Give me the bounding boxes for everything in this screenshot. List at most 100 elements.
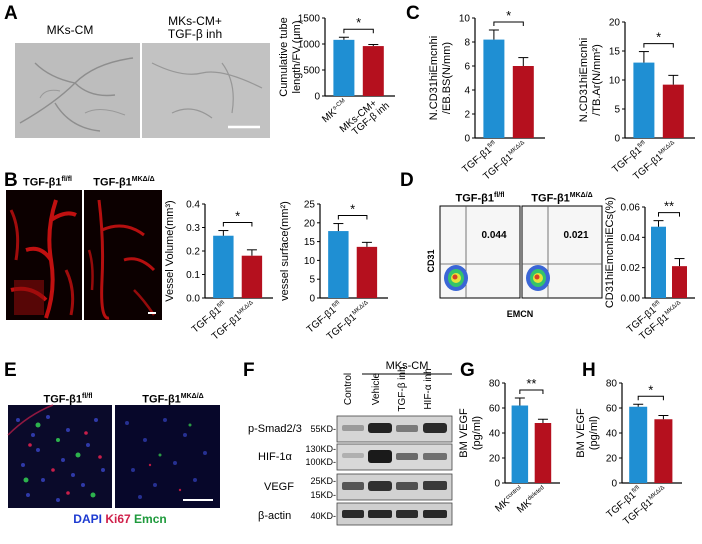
f-row-label-psmad: p-Smad2/3 — [248, 423, 302, 435]
chart-D-tick-label: 0.02 — [621, 263, 641, 274]
e-legend: DAPI Ki67 Emcn — [60, 513, 180, 525]
chart-D-tick-label: 0.04 — [621, 233, 641, 244]
chart-A-tick-label: 500 — [303, 66, 320, 77]
chart-G-bar — [511, 405, 529, 483]
chart-d: 0.000.020.040.06CD31hiEmcnhiECs(%)TGF-β1… — [604, 197, 695, 343]
chart-H-tick-label: 60 — [606, 404, 618, 415]
chart-C2-ylabel: N.CD31hiEmcnhi — [578, 38, 590, 122]
chart-B2-tick-label: 25 — [304, 200, 316, 211]
chart-H-bar — [629, 406, 648, 483]
chart-B2-tick-label: 0 — [309, 294, 315, 305]
f-marker-actin-40: 40KD- — [310, 511, 336, 521]
chart-H-tick-label: 40 — [606, 429, 618, 440]
panel-label-h: H — [582, 360, 596, 381]
chart-G-tick-label: 0 — [494, 479, 500, 490]
e-if-image-left — [7, 404, 112, 508]
chart-B1-tick-label: 0.1 — [186, 270, 200, 281]
chart-C1-tick-label: 8 — [464, 38, 470, 49]
chart-C1-sig-bracket — [493, 21, 524, 26]
chart-A-tick-label: 0 — [314, 92, 320, 103]
chart-B2-tick-label: 10 — [304, 256, 316, 267]
chart-G-tick-label: 20 — [489, 454, 501, 465]
a-micrograph-right — [142, 43, 270, 138]
panel-label-f: F — [243, 360, 255, 381]
d-right-title: TGF-β1MKΔ/Δ — [531, 192, 593, 205]
d-left-gate-value: 0.044 — [481, 230, 506, 241]
chart-B1-bar — [213, 235, 234, 298]
chart-D-bar — [672, 266, 687, 298]
chart-C1-tick-label: 6 — [464, 62, 470, 73]
f-marker-hif-100: 100KD- — [305, 457, 336, 467]
chart-B1-sig-bracket — [222, 222, 253, 227]
chart-A-tick-label: 1500 — [298, 14, 321, 25]
d-flow-plot-right: 0.021 — [521, 205, 603, 299]
b-vessel-image-right — [84, 190, 162, 320]
e-legend-emcn: Emcn — [134, 512, 167, 526]
chart-C1-ylabel: N.CD31hiEmcnhi — [428, 36, 440, 120]
d-left-title: TGF-β1fl/fl — [455, 192, 505, 205]
f-header: MKs-CM — [385, 360, 429, 372]
a-image1-label: MKs-CM — [46, 23, 94, 37]
b-vessel-image-left — [6, 190, 82, 320]
a-micrograph-left — [15, 43, 140, 138]
e-legend-dapi: DAPI — [73, 512, 102, 526]
chart-B1-tick-label: 0.3 — [186, 223, 200, 234]
chart-D-ylabel: CD31hiEmcnhiECs(%) — [604, 197, 616, 308]
chart-A-ylabel: length/FV (μm) — [291, 21, 303, 94]
chart-B2-bar — [328, 231, 349, 298]
e-left-title: TGF-β1fl/fl — [43, 393, 93, 406]
chart-D-tick-label: 0.06 — [621, 203, 641, 214]
d-x-axis-label: EMCN — [506, 309, 534, 319]
chart-G-ylabel: (pg/ml) — [471, 416, 483, 450]
panel-label-a: A — [4, 3, 18, 24]
f-row-label-vegf: VEGF — [264, 481, 294, 493]
chart-C2-tick-label: 0 — [614, 134, 620, 145]
chart-C2-tick-label: 20 — [609, 18, 621, 29]
chart-B1-tick-label: 0.2 — [186, 247, 200, 258]
chart-B2-tick-label: 20 — [304, 218, 316, 229]
chart-H-tick-label: 80 — [606, 379, 618, 390]
chart-G-tick-label: 40 — [489, 429, 501, 440]
chart-C2-ylabel: /TB.Ar(N/mm²) — [591, 44, 603, 115]
chart-B1-bar — [241, 255, 263, 298]
chart-C2-bar — [662, 84, 684, 138]
chart-A-sig-bracket — [343, 28, 374, 34]
a-image2-label-line1: MKs-CM+ — [168, 14, 222, 28]
chart-C1-bar — [512, 66, 534, 138]
chart-G-bar — [534, 423, 552, 483]
chart-B2-ylabel: vessel surface(mm²) — [279, 201, 291, 301]
chart-D-significance: ** — [664, 199, 674, 214]
chart-A-ylabel: Cumulative tube — [278, 17, 290, 97]
chart-B1-tick-label: 0.0 — [186, 294, 200, 305]
chart-B2-tick-label: 5 — [309, 275, 315, 286]
chart-D-tick-label: 0.00 — [621, 294, 641, 305]
chart-C1-significance: * — [506, 8, 511, 23]
f-marker-vegf-25: 25KD- — [310, 476, 336, 486]
chart-B2-tick-label: 15 — [304, 237, 316, 248]
chart-A-significance: * — [356, 15, 361, 30]
chart-H-sig-bracket — [637, 395, 664, 401]
chart-G-ylabel: BM VEGF — [458, 408, 470, 458]
chart-c1: 0246810N.CD31hiEmcnhi/EB.BS(N/mm)TGF-β1f… — [428, 8, 545, 183]
chart-c2: 05101520N.CD31hiEmcnhi/TB.Ar(N/mm²)TGF-β… — [578, 18, 695, 183]
chart-G-tick-label: 80 — [489, 379, 501, 390]
chart-B1-tick-label: 0.4 — [186, 200, 200, 211]
f-row-label-actin: β-actin — [258, 510, 292, 522]
f-marker-hif-130: 130KD- — [305, 444, 336, 454]
chart-D-bar — [651, 226, 666, 298]
chart-H-bar — [654, 419, 673, 483]
chart-C2-bar — [633, 62, 655, 138]
chart-C1-tick-label: 10 — [459, 14, 471, 25]
chart-B1-significance: * — [235, 209, 240, 224]
panel-label-b: B — [4, 170, 18, 191]
chart-H-ylabel: BM VEGF — [575, 408, 587, 458]
chart-H-tick-label: 0 — [611, 479, 617, 490]
chart-H-tick-label: 20 — [606, 454, 618, 465]
chart-A-bar — [362, 46, 384, 96]
f-marker-psmad-55: 55KD- — [310, 424, 336, 434]
chart-C2-tick-label: 5 — [614, 105, 620, 116]
